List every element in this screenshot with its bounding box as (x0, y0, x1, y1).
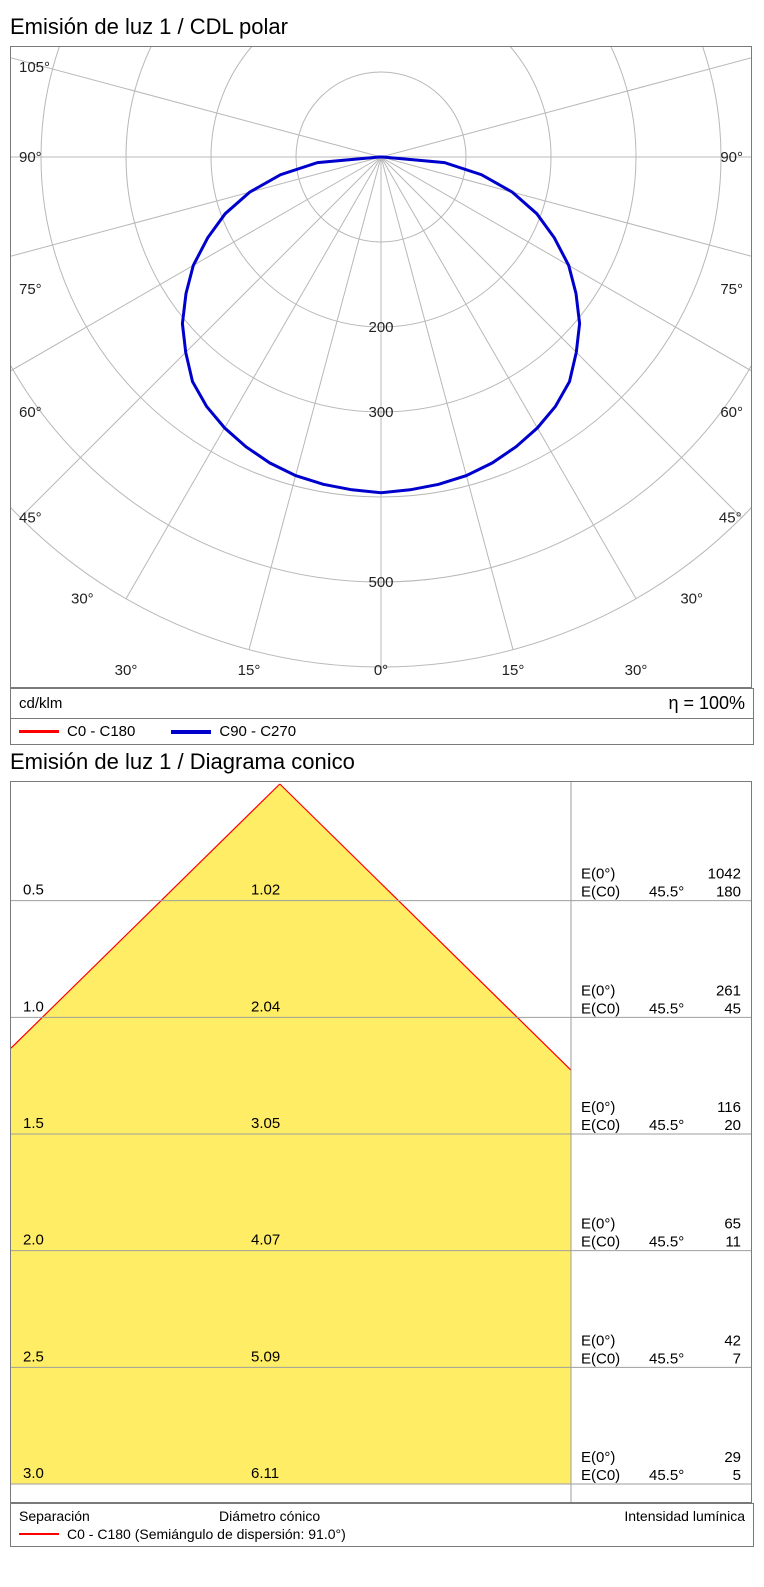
svg-text:3.05: 3.05 (251, 1115, 280, 1132)
svg-text:2.04: 2.04 (251, 998, 280, 1015)
legend-swatch-c0 (19, 730, 59, 733)
svg-text:45.5°: 45.5° (649, 1117, 684, 1134)
cone-title: Emisión de luz 1 / Diagrama conico (10, 749, 754, 775)
footer-col-int: Intensidad lumínica (624, 1508, 745, 1524)
svg-text:7: 7 (733, 1350, 741, 1367)
svg-text:15°: 15° (502, 662, 525, 679)
svg-text:E(0°): E(0°) (581, 1099, 615, 1116)
svg-text:E(C0): E(C0) (581, 1234, 620, 1251)
svg-text:0°: 0° (374, 662, 388, 679)
svg-text:1.02: 1.02 (251, 882, 280, 899)
svg-text:30°: 30° (680, 591, 703, 608)
cone-chart-box: 0.5 1.02 E(0°) 1042 E(C0) 45.5° 180 1.0 2.04 E(0°… (10, 781, 752, 1503)
svg-text:11: 11 (725, 1234, 741, 1251)
svg-text:45: 45 (724, 1000, 741, 1017)
svg-text:E(C0): E(C0) (581, 1350, 620, 1367)
svg-text:45.5°: 45.5° (649, 1350, 684, 1367)
svg-text:500: 500 (368, 574, 393, 591)
footer-swatch (19, 1533, 59, 1535)
svg-text:2.0: 2.0 (23, 1232, 44, 1249)
svg-text:30°: 30° (625, 662, 648, 679)
svg-text:65: 65 (724, 1216, 741, 1233)
svg-text:105°: 105° (19, 59, 50, 76)
svg-text:116: 116 (717, 1099, 741, 1116)
svg-text:E(0°): E(0°) (581, 1332, 615, 1349)
svg-text:E(0°): E(0°) (581, 1216, 615, 1233)
polar-title: Emisión de luz 1 / CDL polar (10, 14, 754, 40)
svg-text:60°: 60° (720, 404, 743, 421)
svg-text:6.11: 6.11 (251, 1465, 279, 1482)
svg-text:45.5°: 45.5° (649, 1000, 684, 1017)
svg-text:3.0: 3.0 (23, 1465, 44, 1482)
svg-text:20: 20 (724, 1117, 741, 1134)
svg-text:180: 180 (716, 884, 741, 901)
polar-chart-box: 200300500105°90°75°60°45°30°105°90°75°60… (10, 46, 752, 688)
legend-label-c90: C90 - C270 (219, 723, 296, 740)
svg-text:E(0°): E(0°) (581, 982, 615, 999)
svg-text:5.09: 5.09 (251, 1348, 280, 1365)
svg-text:1.5: 1.5 (23, 1115, 44, 1132)
svg-text:90°: 90° (19, 149, 42, 166)
cone-footer: Separación Diámetro cónico Intensidad lu… (10, 1503, 754, 1547)
svg-text:1042: 1042 (708, 866, 741, 883)
polar-chart: 200300500105°90°75°60°45°30°105°90°75°60… (11, 47, 751, 687)
svg-text:2.5: 2.5 (23, 1348, 44, 1365)
svg-text:45.5°: 45.5° (649, 1467, 684, 1484)
svg-text:45.5°: 45.5° (649, 1234, 684, 1251)
footer-col-sep: Separación (19, 1508, 219, 1524)
svg-text:75°: 75° (19, 281, 42, 298)
svg-text:E(C0): E(C0) (581, 1000, 620, 1017)
svg-text:29: 29 (724, 1449, 741, 1466)
svg-text:90°: 90° (720, 149, 743, 166)
svg-text:E(C0): E(C0) (581, 1117, 620, 1134)
svg-text:45°: 45° (719, 510, 742, 527)
footer-note: C0 - C180 (Semiángulo de dispersión: 91.… (67, 1526, 346, 1542)
svg-text:30°: 30° (71, 591, 94, 608)
svg-text:45.5°: 45.5° (649, 884, 684, 901)
svg-text:E(0°): E(0°) (581, 866, 615, 883)
polar-legend: cd/klm η = 100% (10, 688, 754, 719)
svg-text:E(C0): E(C0) (581, 1467, 620, 1484)
svg-text:1.0: 1.0 (23, 998, 44, 1015)
polar-eta-label: η = 100% (668, 693, 745, 714)
footer-col-dia: Diámetro cónico (219, 1508, 624, 1524)
svg-text:15°: 15° (238, 662, 261, 679)
polar-unit-label: cd/klm (19, 695, 62, 712)
svg-text:E(0°): E(0°) (581, 1449, 615, 1466)
svg-text:42: 42 (724, 1332, 741, 1349)
svg-text:300: 300 (368, 404, 393, 421)
svg-text:60°: 60° (19, 404, 42, 421)
svg-text:200: 200 (368, 319, 393, 336)
svg-text:4.07: 4.07 (251, 1232, 280, 1249)
svg-text:0.5: 0.5 (23, 882, 44, 899)
svg-text:45°: 45° (19, 510, 42, 527)
legend-label-c0: C0 - C180 (67, 723, 135, 740)
svg-text:75°: 75° (720, 281, 743, 298)
svg-text:5: 5 (733, 1467, 741, 1484)
legend-swatch-c90 (171, 730, 211, 734)
svg-text:30°: 30° (115, 662, 138, 679)
polar-series-legend: C0 - C180 C90 - C270 (10, 719, 754, 745)
svg-text:261: 261 (716, 982, 741, 999)
cone-chart: 0.5 1.02 E(0°) 1042 E(C0) 45.5° 180 1.0 2.04 E(0°… (11, 782, 751, 1502)
svg-text:E(C0): E(C0) (581, 884, 620, 901)
